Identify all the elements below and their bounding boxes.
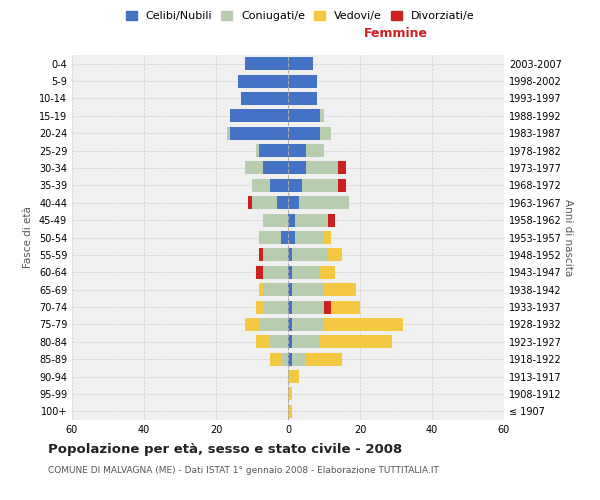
- Bar: [281, 231, 288, 244]
- Bar: [245, 318, 259, 331]
- Bar: [295, 231, 324, 244]
- Text: Popolazione per età, sesso e stato civile - 2008: Popolazione per età, sesso e stato civil…: [48, 442, 402, 456]
- Bar: [288, 74, 317, 88]
- Bar: [248, 196, 252, 209]
- Bar: [320, 336, 392, 348]
- Bar: [288, 162, 306, 174]
- Bar: [288, 126, 320, 140]
- Bar: [263, 266, 288, 279]
- Bar: [252, 179, 270, 192]
- Bar: [288, 214, 295, 226]
- Bar: [288, 266, 292, 279]
- Bar: [324, 318, 403, 331]
- Bar: [263, 300, 288, 314]
- Bar: [288, 336, 292, 348]
- Bar: [263, 162, 288, 174]
- Text: COMUNE DI MALVAGNA (ME) - Dati ISTAT 1° gennaio 2008 - Elaborazione TUTTITALIA.I: COMUNE DI MALVAGNA (ME) - Dati ISTAT 1° …: [48, 466, 439, 475]
- Bar: [288, 318, 292, 331]
- Text: Femmine: Femmine: [364, 28, 428, 40]
- Bar: [256, 266, 263, 279]
- Bar: [263, 248, 288, 262]
- Bar: [292, 300, 324, 314]
- Bar: [292, 266, 320, 279]
- Bar: [259, 231, 281, 244]
- Bar: [338, 179, 346, 192]
- Bar: [259, 248, 263, 262]
- Bar: [288, 352, 292, 366]
- Bar: [288, 110, 320, 122]
- Bar: [288, 405, 292, 418]
- Bar: [241, 92, 288, 105]
- Legend: Celibi/Nubili, Coniugati/e, Vedovi/e, Divorziati/e: Celibi/Nubili, Coniugati/e, Vedovi/e, Di…: [125, 10, 475, 21]
- Bar: [227, 126, 230, 140]
- Bar: [292, 336, 320, 348]
- Bar: [263, 283, 288, 296]
- Bar: [259, 318, 288, 331]
- Bar: [320, 110, 324, 122]
- Bar: [292, 283, 324, 296]
- Bar: [306, 144, 324, 157]
- Bar: [302, 179, 338, 192]
- Bar: [245, 57, 288, 70]
- Bar: [270, 179, 288, 192]
- Y-axis label: Anni di nascita: Anni di nascita: [563, 199, 573, 276]
- Bar: [328, 214, 335, 226]
- Bar: [324, 300, 331, 314]
- Bar: [270, 336, 288, 348]
- Bar: [292, 352, 306, 366]
- Bar: [263, 214, 288, 226]
- Bar: [324, 231, 331, 244]
- Bar: [288, 370, 299, 383]
- Bar: [288, 300, 292, 314]
- Bar: [270, 352, 281, 366]
- Bar: [338, 162, 346, 174]
- Y-axis label: Fasce di età: Fasce di età: [23, 206, 33, 268]
- Bar: [245, 162, 263, 174]
- Bar: [306, 352, 342, 366]
- Bar: [292, 248, 328, 262]
- Bar: [281, 352, 288, 366]
- Bar: [238, 74, 288, 88]
- Bar: [324, 283, 356, 296]
- Bar: [259, 144, 288, 157]
- Bar: [306, 162, 338, 174]
- Bar: [288, 231, 295, 244]
- Bar: [252, 196, 277, 209]
- Bar: [288, 92, 317, 105]
- Bar: [288, 248, 292, 262]
- Bar: [292, 318, 324, 331]
- Bar: [328, 248, 342, 262]
- Bar: [256, 336, 270, 348]
- Bar: [288, 283, 292, 296]
- Bar: [320, 126, 331, 140]
- Bar: [230, 110, 288, 122]
- Bar: [288, 144, 306, 157]
- Bar: [288, 179, 302, 192]
- Bar: [331, 300, 360, 314]
- Bar: [320, 266, 335, 279]
- Bar: [299, 196, 349, 209]
- Bar: [259, 283, 263, 296]
- Bar: [256, 144, 259, 157]
- Bar: [277, 196, 288, 209]
- Bar: [288, 196, 299, 209]
- Bar: [230, 126, 288, 140]
- Bar: [256, 300, 263, 314]
- Bar: [288, 57, 313, 70]
- Bar: [288, 388, 292, 400]
- Bar: [295, 214, 328, 226]
